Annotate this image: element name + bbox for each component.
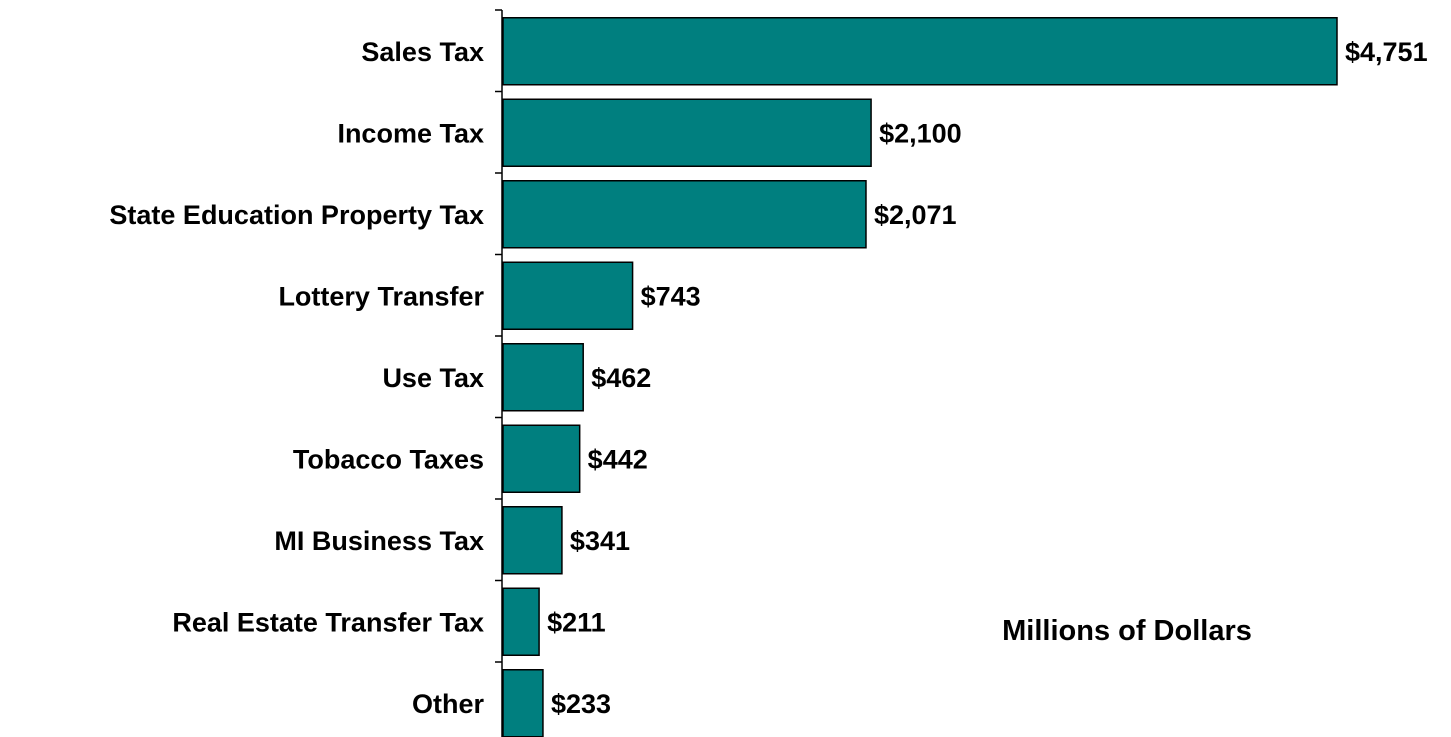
- bars-layer: [502, 17, 1338, 737]
- category-label-income-tax: Income Tax: [337, 118, 484, 148]
- category-label-sales-tax: Sales Tax: [361, 37, 484, 67]
- value-label-mi-business-tax: $341: [570, 526, 630, 556]
- value-label-tobacco-taxes: $442: [588, 444, 648, 474]
- category-label-lottery-transfer: Lottery Transfer: [278, 281, 484, 311]
- bar-state-education-property-tax: [502, 180, 867, 249]
- category-labels: Sales Tax Income Tax State Education Prope…: [109, 37, 484, 719]
- bar-use-tax: [502, 343, 584, 412]
- bar-sales-tax: [502, 17, 1338, 86]
- value-label-sales-tax: $4,751: [1345, 37, 1428, 67]
- category-label-real-estate-transfer-tax: Real Estate Transfer Tax: [172, 607, 484, 637]
- category-axis: [495, 9, 503, 737]
- value-label-lottery-transfer: $743: [641, 281, 701, 311]
- bar-real-estate-transfer-tax: [502, 587, 540, 656]
- bar-other: [502, 669, 544, 737]
- category-label-state-education-property-tax: State Education Property Tax: [109, 200, 484, 230]
- value-label-other: $233: [551, 689, 611, 719]
- category-label-mi-business-tax: MI Business Tax: [274, 526, 484, 556]
- unit-note: Millions of Dollars: [1002, 615, 1252, 647]
- category-label-tobacco-taxes: Tobacco Taxes: [293, 444, 484, 474]
- value-label-real-estate-transfer-tax: $211: [547, 607, 606, 637]
- category-label-other: Other: [412, 689, 485, 719]
- value-labels: $4,751 $2,100 $2,071 $743 $462 $442 $341 $211 $2…: [547, 37, 1428, 719]
- bar-mi-business-tax: [502, 506, 563, 575]
- value-label-state-education-property-tax: $2,071: [874, 200, 957, 230]
- value-label-use-tax: $462: [591, 363, 651, 393]
- bar-income-tax: [502, 98, 872, 167]
- bar-lottery-transfer: [502, 261, 634, 330]
- value-label-income-tax: $2,100: [879, 118, 962, 148]
- category-label-use-tax: Use Tax: [382, 363, 484, 393]
- bar-tobacco-taxes: [502, 424, 581, 493]
